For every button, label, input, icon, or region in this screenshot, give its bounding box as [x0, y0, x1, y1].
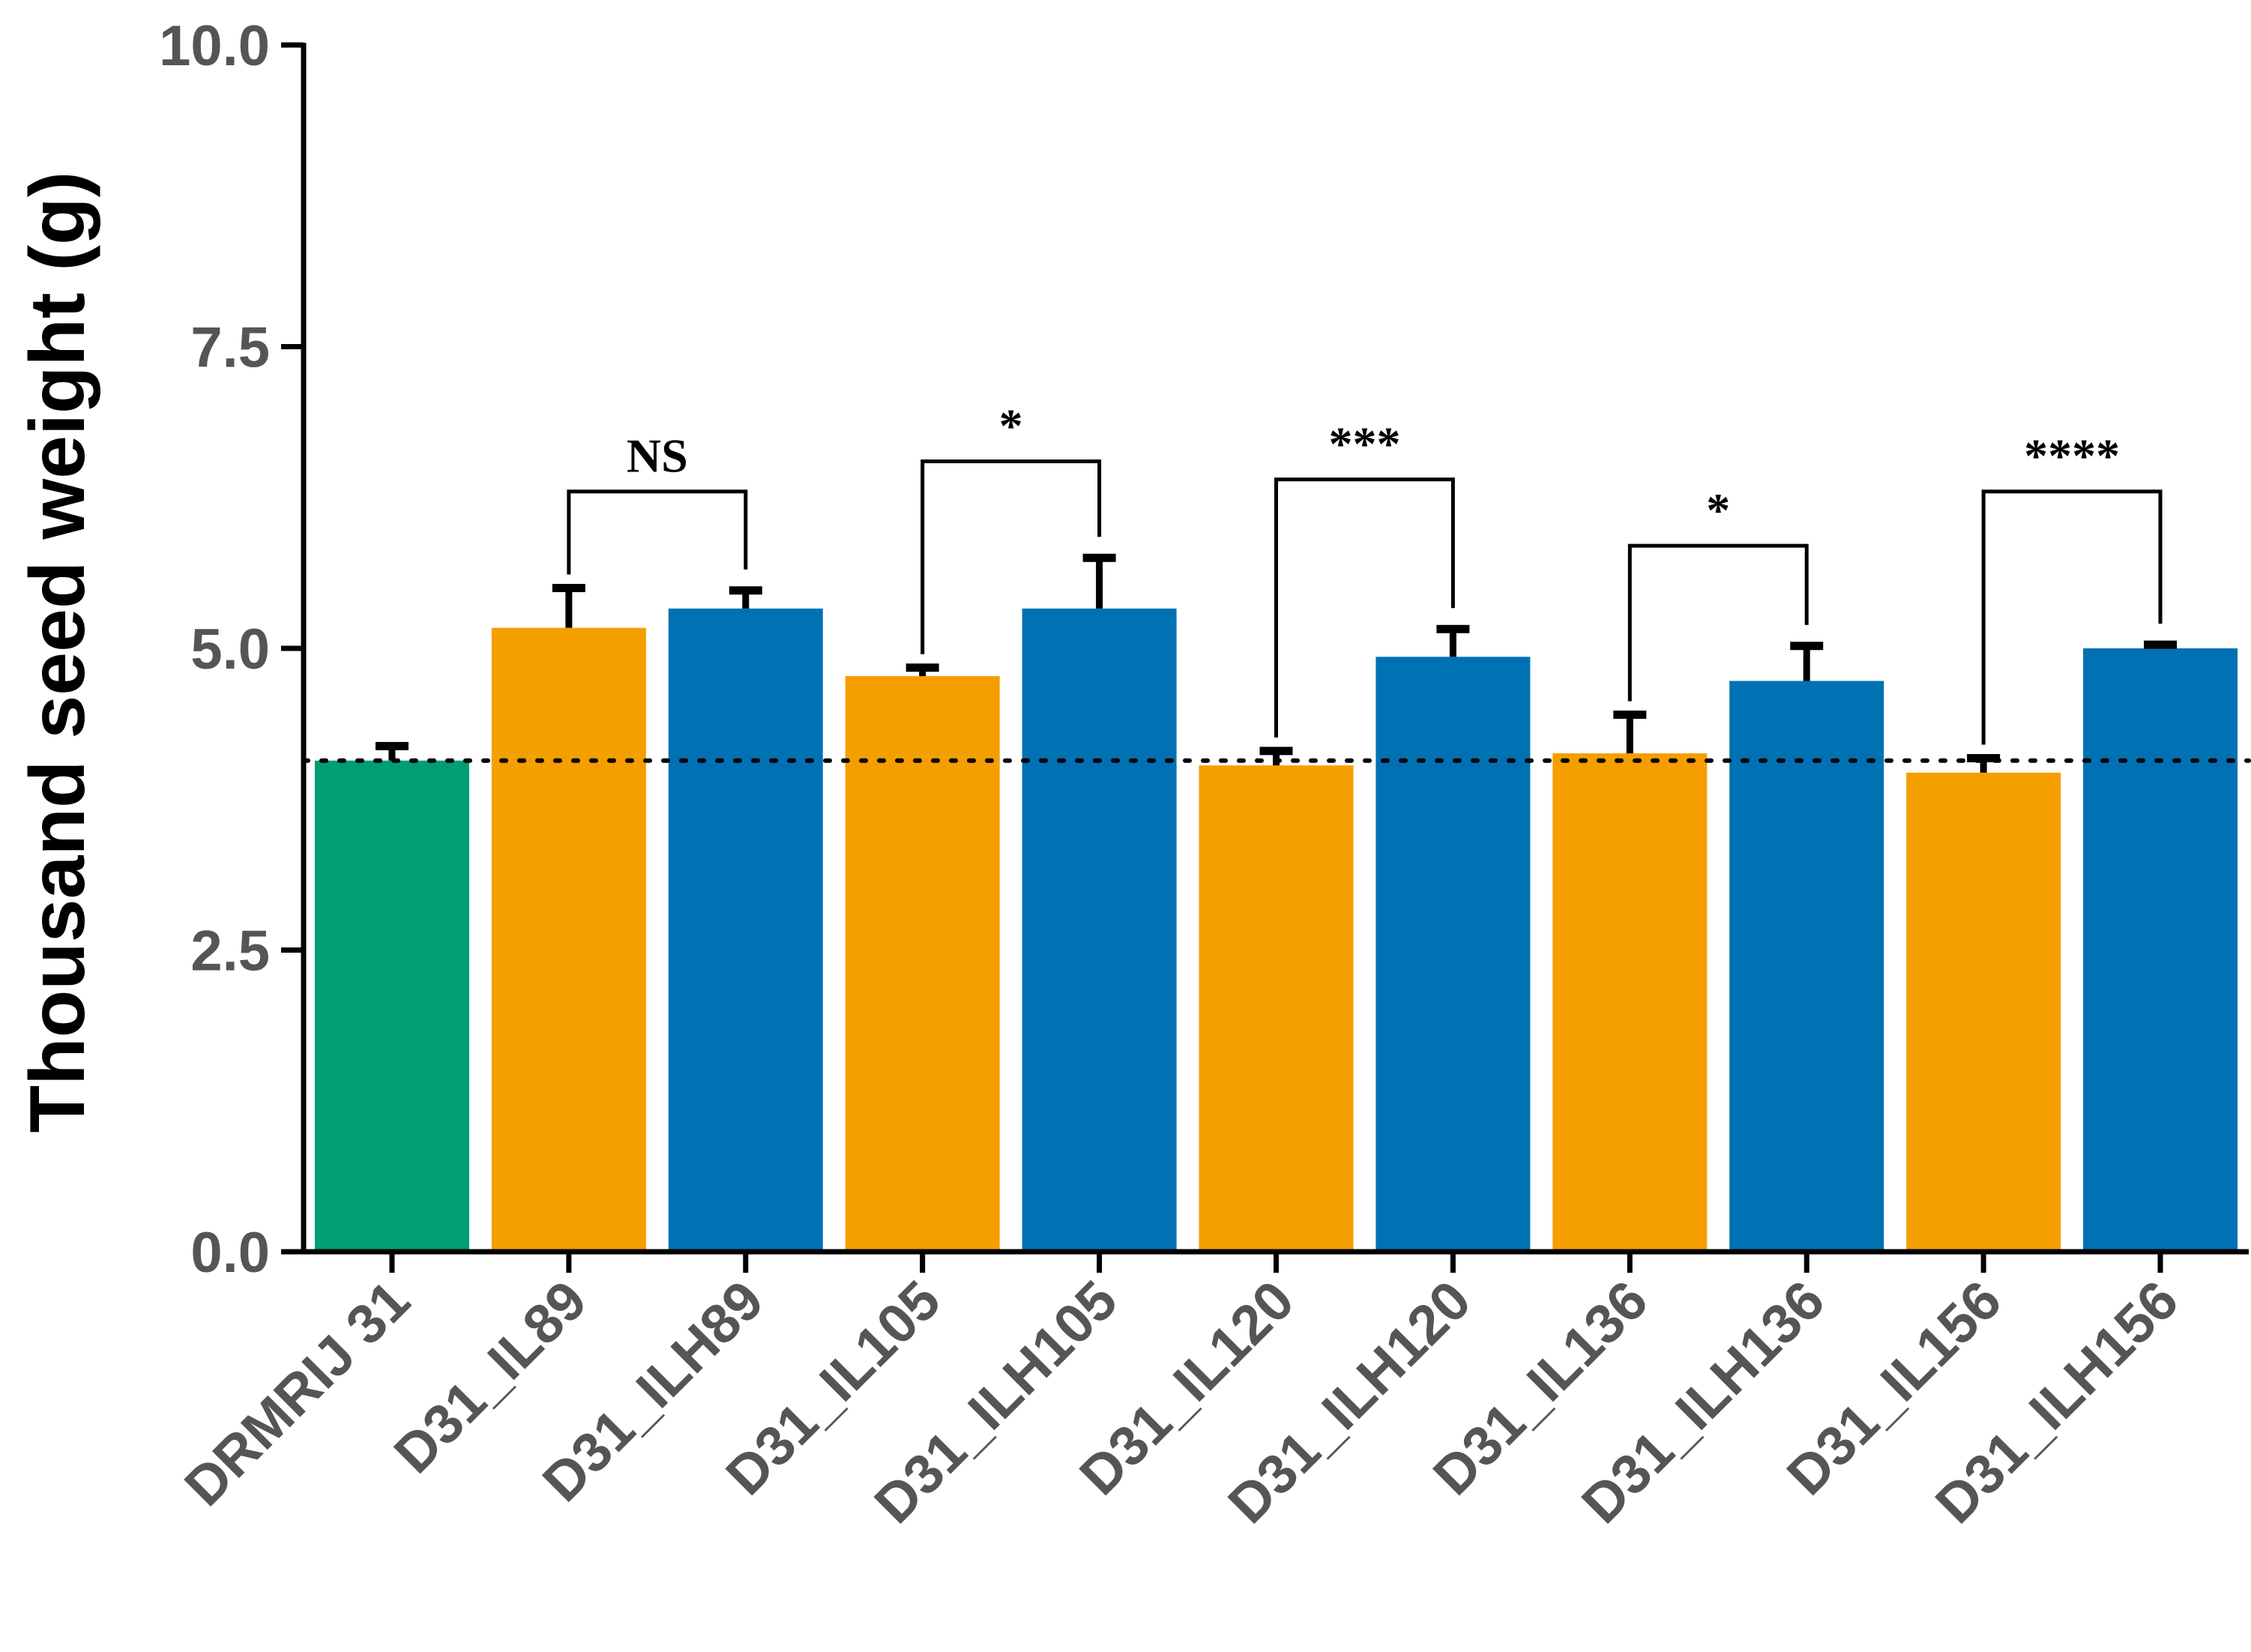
significance-bracket-0: [567, 489, 748, 575]
y-ticks: 0.0 2.5 5.0 7.5 10.0: [159, 14, 304, 1285]
bar-9: [1906, 772, 2061, 1252]
bar-2: [668, 608, 823, 1252]
significance-label-4: ****: [2024, 429, 2120, 483]
y-tick-label-3: 7.5: [190, 316, 270, 380]
significance-label-3: *: [1706, 483, 1730, 537]
y-tick-label-1: 2.5: [190, 920, 270, 983]
significance-layer: NS* ********: [567, 399, 2163, 745]
significance-label-1: *: [999, 399, 1023, 452]
significance-bracket-1: [920, 459, 1102, 654]
error-bars-layer: [375, 553, 2178, 773]
significance-label-2: ***: [1328, 417, 1400, 471]
bar-5: [1199, 765, 1354, 1252]
bar-10: [2083, 648, 2238, 1252]
x-tick-label-0: DRMRIJ 31: [172, 1269, 421, 1518]
x-ticks: DRMRIJ 31D31_IL89D31_ILH89D31_IL105D31_I…: [172, 1252, 2190, 1535]
bar-6: [1375, 657, 1531, 1252]
bar-3: [845, 676, 1000, 1252]
bar-0: [314, 760, 469, 1252]
significance-bracket-3: [1627, 543, 1809, 702]
y-axis-title: Thousand seed weight (g): [14, 172, 101, 1133]
y-tick-label-2: 5.0: [190, 618, 270, 681]
bar-7: [1552, 753, 1708, 1252]
bar-1: [491, 627, 646, 1252]
significance-bracket-2: [1274, 477, 1455, 738]
bar-4: [1022, 608, 1177, 1252]
bars-layer: [314, 608, 2238, 1252]
significance-label-0: NS: [627, 429, 688, 483]
y-tick-label-0: 0.0: [190, 1221, 270, 1285]
y-tick-label-4: 10.0: [159, 14, 270, 78]
bar-8: [1729, 681, 1884, 1252]
significance-bracket-4: [1981, 489, 2163, 745]
